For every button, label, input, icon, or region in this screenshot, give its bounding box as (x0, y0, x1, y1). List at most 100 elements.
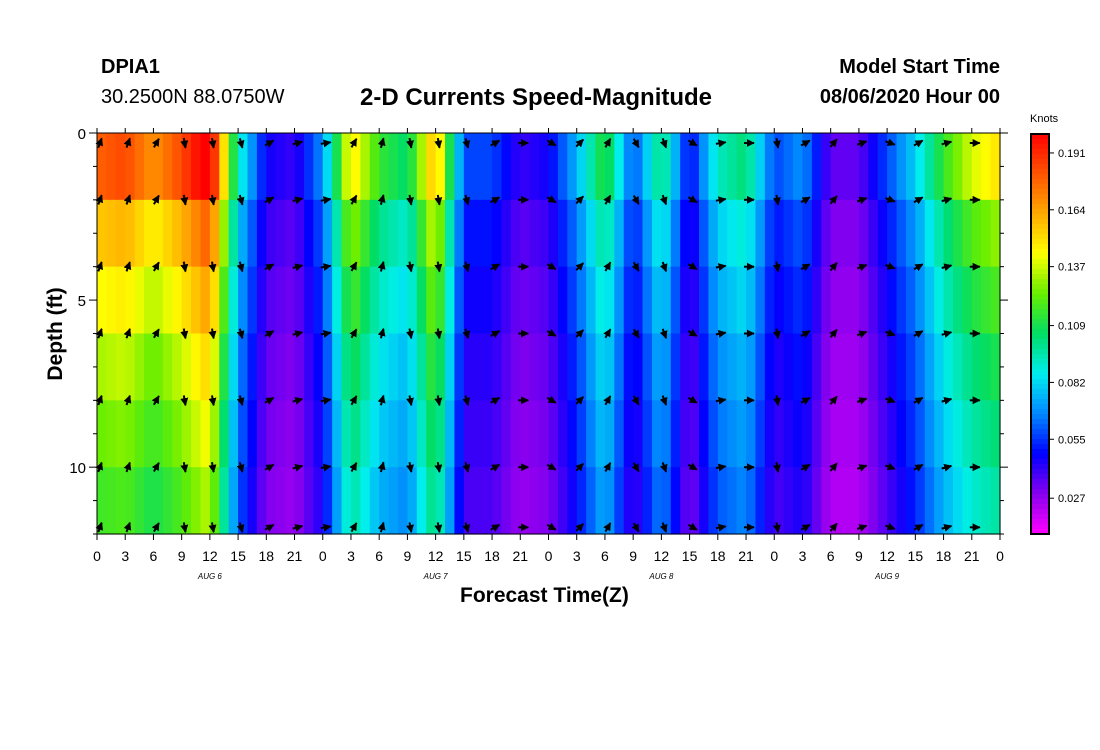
current-arrow (123, 521, 132, 533)
heatmap-cell (191, 266, 202, 335)
heatmap-cell (557, 400, 568, 468)
colorbar-segment (1031, 339, 1049, 345)
heatmap-cell (896, 400, 907, 468)
colorbar-segment (1031, 219, 1049, 225)
current-arrow (434, 522, 443, 533)
heatmap-cell (557, 133, 568, 201)
heatmap-cell (708, 199, 719, 268)
current-arrow (856, 397, 868, 405)
colorbar-segment (1031, 189, 1049, 195)
heatmap-cell (793, 400, 804, 468)
heatmap-cell (388, 133, 399, 201)
heatmap-cell (125, 400, 136, 468)
x-tick-label: 9 (855, 548, 863, 564)
heatmap-cell (746, 199, 757, 268)
current-arrow (546, 138, 557, 147)
heatmap-cell (642, 333, 653, 401)
heatmap-cell (793, 199, 804, 268)
current-arrow (208, 137, 217, 149)
current-arrow (829, 522, 838, 532)
y-axis: 0 5 10 (69, 126, 1008, 535)
colorbar-segment (1031, 454, 1049, 460)
colorbar-segment (1031, 429, 1049, 435)
heatmap-cell (877, 199, 888, 268)
current-arrow (180, 194, 189, 206)
heatmap-cell (887, 400, 898, 468)
x-tick-label: 9 (629, 548, 637, 564)
heatmap-cell (586, 467, 597, 535)
current-arrow (603, 462, 612, 472)
heatmap-cell (106, 400, 117, 468)
heatmap-cell (416, 266, 427, 335)
current-arrow (913, 523, 924, 532)
current-arrows (95, 137, 981, 533)
current-arrow (462, 522, 471, 533)
colorbar-tick-label: 0.164 (1058, 205, 1086, 217)
heatmap-cell (97, 133, 108, 201)
heatmap-cell (539, 400, 550, 468)
current-arrow (603, 261, 612, 272)
heatmap-cell (802, 333, 813, 401)
heatmap-cell (868, 400, 879, 468)
current-arrow (631, 462, 640, 473)
current-arrow (462, 462, 471, 473)
heatmap-cell (896, 266, 907, 335)
heatmap-cell (934, 467, 945, 535)
heatmap-cell (727, 133, 738, 201)
current-arrow (320, 329, 332, 338)
colorbar-segment (1031, 479, 1049, 485)
heatmap-cell (858, 467, 869, 535)
model-start-value: 08/06/2020 Hour 00 (819, 86, 1000, 108)
heatmap-cell (548, 199, 559, 268)
colorbar-segment (1031, 509, 1049, 515)
heatmap-cell (200, 199, 211, 268)
heatmap-cell (191, 400, 202, 468)
heatmap-cell (360, 400, 371, 468)
current-arrow (659, 194, 668, 206)
heatmap-cell (586, 400, 597, 468)
heatmap-cell (595, 333, 606, 401)
heatmap-cell (256, 467, 267, 535)
heatmap-cell (567, 133, 578, 201)
colorbar-segment (1031, 209, 1049, 215)
heatmap-cell (435, 467, 446, 535)
heatmap-cell (633, 199, 644, 268)
current-arrow (715, 396, 727, 405)
heatmap-cell (106, 266, 117, 335)
heatmap-cell (699, 467, 710, 535)
heatmap-cell (821, 133, 832, 201)
colorbar-segment (1031, 299, 1049, 305)
heatmap-cell (727, 199, 738, 268)
heatmap-cell (473, 133, 484, 201)
heatmap-cell (858, 400, 869, 468)
heatmap-cell (191, 199, 202, 268)
current-arrow (236, 522, 245, 533)
heatmap-cell (896, 467, 907, 535)
heatmap-cell (144, 199, 155, 268)
heatmap-cell (614, 400, 625, 468)
heatmap-cell (586, 133, 597, 201)
heatmap-cell (360, 133, 371, 201)
heatmap-cell (407, 266, 418, 335)
heatmap-cell (115, 266, 126, 335)
current-arrow (856, 196, 868, 205)
current-arrow (631, 328, 640, 339)
heatmap-cell (689, 266, 700, 335)
current-arrow (659, 462, 668, 473)
heatmap-cell (529, 199, 540, 268)
x-tick-label: 0 (319, 548, 327, 564)
current-arrow (941, 196, 953, 205)
current-arrow (95, 328, 104, 339)
heatmap-cell (567, 333, 578, 401)
heatmap-cell (445, 133, 456, 201)
heatmap-cell (708, 133, 719, 201)
x-tick-label: 3 (121, 548, 129, 564)
current-arrow (151, 261, 160, 272)
heatmap-cell (783, 266, 794, 335)
heatmap-cell (332, 467, 343, 535)
colorbar-segment (1031, 174, 1049, 180)
heatmap-cell (97, 199, 108, 268)
current-arrow (772, 395, 781, 407)
current-arrow (687, 262, 698, 271)
heatmap-cell (238, 467, 249, 535)
